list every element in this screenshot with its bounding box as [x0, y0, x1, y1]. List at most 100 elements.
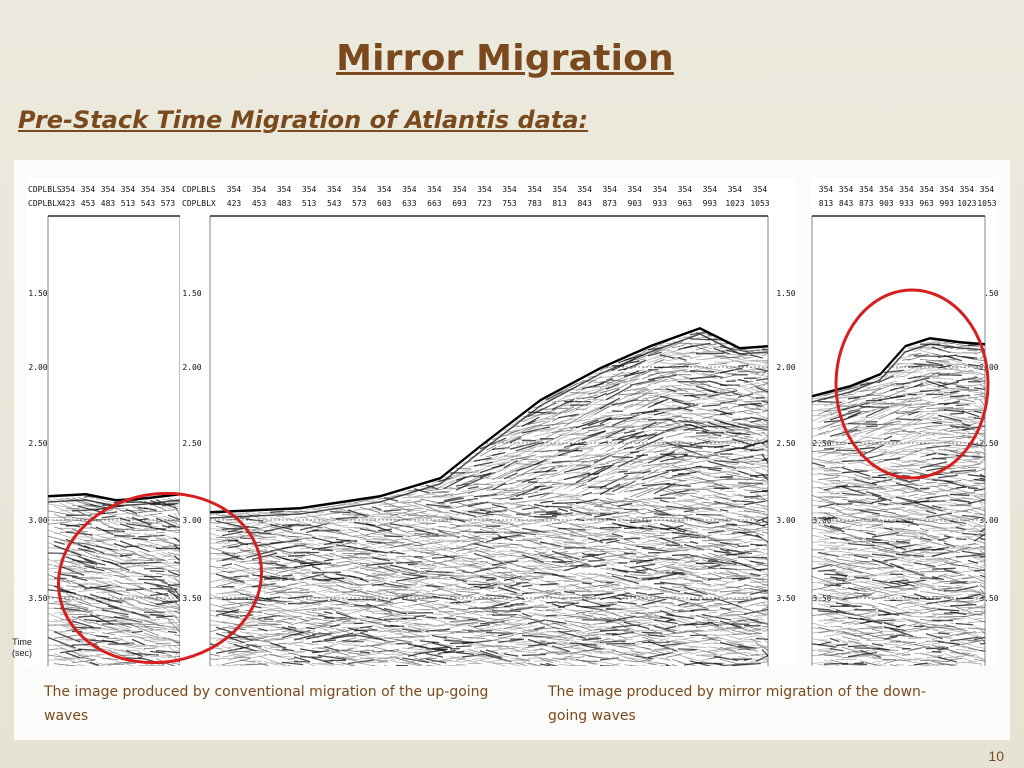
cdp-number-label: 813 [552, 199, 567, 208]
seismic-image-left: CDPLBLS CDPLBLX 354 423 354 453 354 483 354 513 35… [28, 185, 180, 666]
cdp-number-label: 423 [61, 199, 76, 208]
line-number-label: 354 [452, 185, 467, 194]
cdp-number-label: 903 [628, 199, 643, 208]
seismic-image-mirror: 354 813 354 843 354 873 354 903 354 933 354 963 354 9… [811, 185, 999, 666]
cdp-number-label: 573 [161, 199, 176, 208]
line-number-label: 354 [352, 185, 367, 194]
cdp-number-label: 843 [577, 199, 592, 208]
line-number-label: 354 [427, 185, 442, 194]
cdp-number-label: 543 [141, 199, 156, 208]
line-number-label: 354 [940, 185, 955, 194]
line-number-label: 354 [327, 185, 342, 194]
header-label: CDPLBLS [182, 185, 216, 194]
cdp-number-label: 993 [940, 199, 955, 208]
line-number-label: 354 [819, 185, 834, 194]
cdp-number-label: 1053 [977, 199, 996, 208]
cdp-number-label: 483 [277, 199, 292, 208]
time-tick-label: 2.00 [28, 363, 47, 372]
cdp-number-label: 513 [302, 199, 317, 208]
cdp-number-label: 663 [427, 199, 442, 208]
time-tick-label: 2.00 [182, 363, 201, 372]
time-tick-label: 3.50 [182, 594, 201, 603]
header-label: CDPLBLX [182, 199, 216, 208]
time-tick-label: 3.50 [979, 594, 998, 603]
line-number-label: 354 [252, 185, 267, 194]
line-number-label: 354 [577, 185, 592, 194]
line-number-label: 354 [919, 185, 934, 194]
cdp-number-label: 813 [819, 199, 834, 208]
time-tick-label: 3.00 [776, 516, 795, 525]
time-axis-label-line1: Time [12, 637, 32, 647]
cdp-number-label: 423 [227, 199, 242, 208]
cdp-number-label: 963 [919, 199, 934, 208]
line-number-label: 354 [527, 185, 542, 194]
time-tick-label: 3.00 [28, 516, 47, 525]
header-label: CDPLBLS [28, 185, 62, 194]
line-number-label: 354 [477, 185, 492, 194]
caption-mirror: The image produced by mirror migration o… [548, 684, 926, 724]
time-tick-label: 2.50 [812, 439, 831, 448]
time-tick-label: 2.50 [182, 439, 201, 448]
cdp-number-label: 513 [121, 199, 136, 208]
line-number-label: 354 [728, 185, 743, 194]
line-number-label: 354 [377, 185, 392, 194]
cdp-number-label: 633 [402, 199, 417, 208]
cdp-number-label: 543 [327, 199, 342, 208]
line-number-label: 354 [502, 185, 517, 194]
cdp-number-label: 1023 [725, 199, 744, 208]
reflectivity-texture [209, 331, 769, 666]
line-number-label: 354 [161, 185, 176, 194]
cdp-number-label: 453 [81, 199, 96, 208]
line-number-label: 354 [879, 185, 894, 194]
slide-title: Mirror Migration [336, 38, 674, 79]
time-tick-label: 2.50 [776, 439, 795, 448]
line-number-label: 354 [703, 185, 718, 194]
line-number-label: 354 [839, 185, 854, 194]
time-axis-label-line2: (sec) [12, 648, 32, 658]
line-number-label: 354 [61, 185, 76, 194]
cdp-number-label: 693 [452, 199, 467, 208]
line-number-label: 354 [277, 185, 292, 194]
line-number-label: 354 [121, 185, 136, 194]
line-number-label: 354 [81, 185, 96, 194]
cdp-number-label: 723 [477, 199, 492, 208]
time-tick-label: 1.50 [28, 289, 47, 298]
line-number-label: 354 [602, 185, 617, 194]
cdp-number-label: 933 [653, 199, 668, 208]
line-number-label: 354 [859, 185, 874, 194]
cdp-number-label: 963 [678, 199, 693, 208]
line-number-label: 354 [402, 185, 417, 194]
cdp-number-label: 453 [252, 199, 267, 208]
cdp-number-label: 1053 [750, 199, 769, 208]
line-number-label: 354 [628, 185, 643, 194]
page-number: 10 [988, 748, 1004, 764]
time-tick-label: 3.00 [812, 516, 831, 525]
time-tick-label: 2.00 [776, 363, 795, 372]
cdp-number-label: 783 [527, 199, 542, 208]
seismic-panel-conventional: CDPLBLS CDPLBLX 354 423 354 453 354 483 354 513 35… [180, 178, 796, 666]
seismic-image-conventional: CDPLBLS CDPLBLX 354 423 354 453 354 483 354 513 35… [182, 185, 796, 666]
time-tick-label: 2.50 [28, 439, 47, 448]
cdp-number-label: 993 [703, 199, 718, 208]
cdp-number-label: 873 [602, 199, 617, 208]
time-tick-label: 3.00 [182, 516, 201, 525]
line-number-label: 354 [960, 185, 975, 194]
cdp-number-label: 603 [377, 199, 392, 208]
line-number-label: 354 [899, 185, 914, 194]
cdp-number-label: 843 [839, 199, 854, 208]
seismic-panel-left: CDPLBLS CDPLBLX 354 423 354 453 354 483 354 513 35… [26, 178, 180, 666]
time-tick-label: 3.00 [979, 516, 998, 525]
line-number-label: 354 [980, 185, 995, 194]
cdp-number-label: 573 [352, 199, 367, 208]
time-tick-label: 3.50 [776, 594, 795, 603]
seafloor-reflector [209, 326, 769, 514]
reflectivity-texture [47, 492, 180, 666]
line-number-label: 354 [653, 185, 668, 194]
cdp-number-label: 753 [502, 199, 517, 208]
slide-subtitle: Pre-Stack Time Migration of Atlantis dat… [18, 106, 589, 134]
line-number-label: 354 [101, 185, 116, 194]
line-number-label: 354 [678, 185, 693, 194]
cdp-number-label: 873 [859, 199, 874, 208]
line-number-label: 354 [552, 185, 567, 194]
header-label: CDPLBLX [28, 199, 62, 208]
